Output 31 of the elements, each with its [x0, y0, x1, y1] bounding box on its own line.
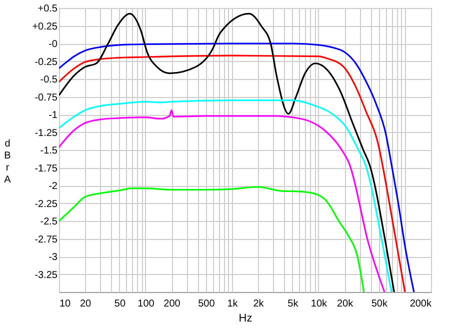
y-tick-label: -0.75 [34, 92, 58, 104]
x-tick-label: 5k [288, 298, 300, 310]
y-tick-label: -0.25 [34, 56, 58, 68]
x-tick-label: 200k [410, 298, 432, 310]
y-tick-label: -1.5 [40, 146, 58, 156]
x-tick-label: 100 [138, 298, 155, 310]
y-tick-label: -0.5 [40, 74, 58, 86]
y-tick-label: -3 [48, 252, 58, 263]
y-tick-label: -1 [48, 110, 58, 121]
y-axis-title: dBr A [4, 138, 12, 186]
y-tick-label: +0.5 [38, 4, 58, 14]
x-tick-label: 50k [371, 298, 388, 310]
x-tick-label: 10 [60, 298, 72, 310]
y-tick-label: -2.75 [34, 234, 58, 246]
y-tick-label: -2 [48, 181, 58, 192]
y-tick-label: +0.25 [32, 21, 58, 32]
x-tick-label: 2k [253, 298, 265, 310]
y-tick-label: -1.75 [34, 163, 58, 174]
x-tick-label: 50 [114, 298, 126, 310]
x-tick-label: 500 [198, 298, 216, 310]
x-tick-label: 1k [227, 298, 239, 310]
y-tick-label: -2.25 [34, 198, 58, 210]
x-tick-label: 10k [310, 298, 328, 310]
x-tick-label: 200 [164, 298, 181, 310]
y-tick-label: -3.25 [34, 270, 58, 281]
x-axis-title: Hz [238, 312, 252, 324]
x-tick-label: 20k [336, 298, 354, 310]
x-tick-label: 20 [80, 298, 92, 310]
y-tick-label: -1.25 [34, 128, 58, 139]
y-tick-label: -0 [48, 39, 58, 50]
y-tick-label: -2.5 [40, 216, 58, 228]
